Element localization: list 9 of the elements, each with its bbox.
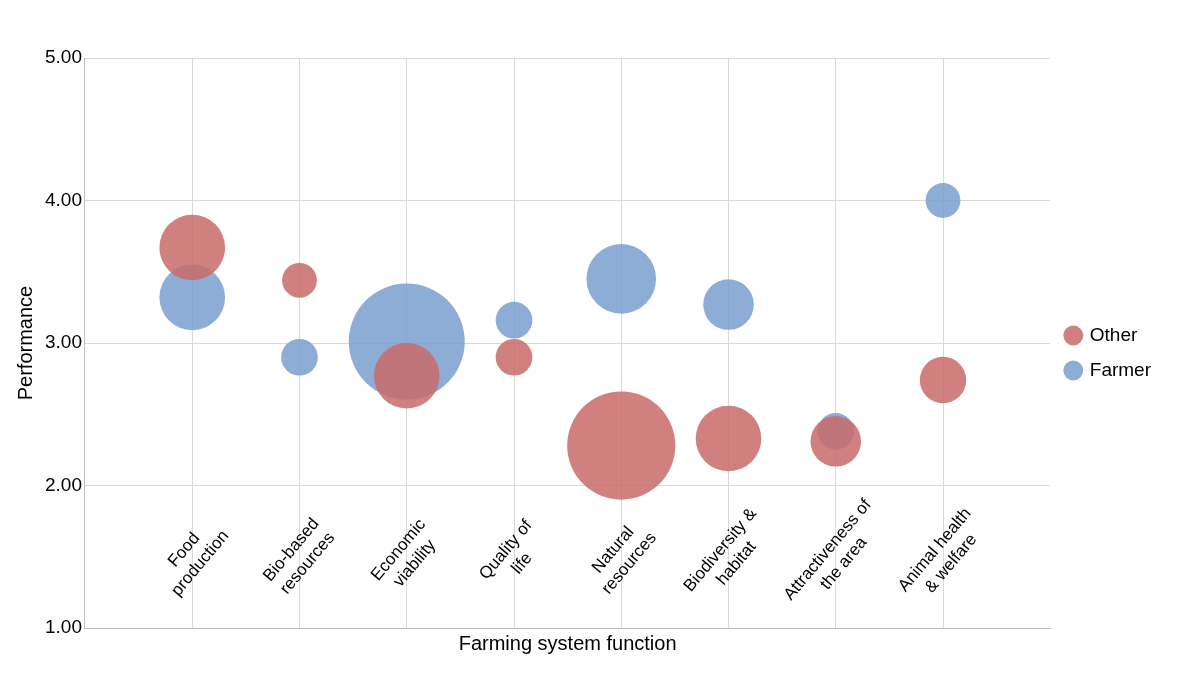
y-tick-label: 1.00	[45, 616, 82, 638]
x-axis-title: Farming system function	[458, 631, 677, 654]
y-tick-label: 3.00	[45, 331, 82, 353]
y-tick-label: 5.00	[45, 46, 82, 68]
y-tick-label: 4.00	[45, 188, 82, 210]
y-tick-label: 2.00	[45, 473, 82, 495]
legend-label: Other	[1089, 323, 1138, 345]
y-axis-title: Performance	[13, 285, 36, 401]
legend-label: Farmer	[1089, 358, 1152, 380]
